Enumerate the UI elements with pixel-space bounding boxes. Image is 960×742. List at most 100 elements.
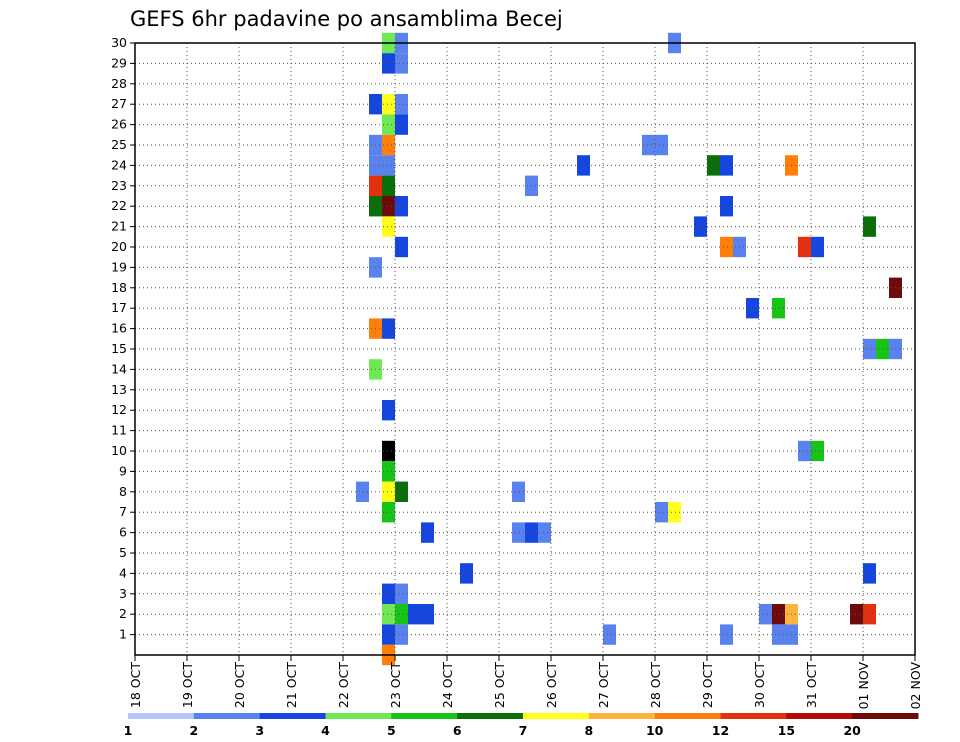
legend-swatch [720, 713, 787, 719]
legend-label: 12 [712, 723, 729, 738]
legend-swatch [193, 713, 261, 719]
heatmap-cell [538, 522, 551, 543]
y-tick-label: 16 [111, 321, 127, 336]
heatmap-cell [395, 94, 408, 115]
heatmap-cell [811, 236, 824, 258]
heatmap-cell [720, 624, 733, 645]
y-tick-label: 21 [111, 219, 127, 234]
legend-swatch [588, 713, 656, 719]
heatmap-cell [382, 196, 395, 217]
y-tick-label: 12 [111, 402, 127, 417]
heatmap-cell [668, 502, 681, 523]
legend-swatch [325, 713, 392, 719]
y-tick-label: 2 [119, 606, 127, 621]
heatmap-cell [850, 604, 863, 625]
legend-swatch [523, 713, 590, 719]
heatmap-cell [382, 440, 395, 462]
heatmap-cell [798, 236, 811, 258]
heatmap-cell [356, 481, 369, 502]
legend-swatch [391, 713, 458, 719]
legend-label: 8 [584, 723, 593, 738]
x-tick-label: 21 OCT [284, 662, 299, 708]
heatmap-cell [382, 318, 395, 339]
x-tick-label: 31 OCT [804, 662, 819, 708]
legend-swatch [786, 713, 853, 719]
y-tick-label: 29 [111, 55, 127, 70]
heatmap-cell [772, 624, 785, 645]
x-tick-label: 28 OCT [648, 662, 663, 708]
legend-swatch [654, 713, 721, 719]
legend-swatch [457, 713, 524, 719]
heatmap-cell [720, 155, 733, 176]
heatmap-cell [382, 461, 395, 482]
heatmap-cell [876, 338, 889, 360]
heatmap-cell [863, 216, 876, 237]
y-tick-label: 17 [111, 300, 127, 315]
heatmap-cell [811, 440, 824, 462]
heatmap-cell [642, 134, 655, 156]
heatmap-cell [694, 216, 707, 237]
heatmap-cell [746, 298, 759, 319]
heatmap-cell [707, 155, 720, 176]
heatmap-cell [382, 624, 395, 645]
heatmap-cell [798, 440, 811, 462]
legend-label: 7 [519, 723, 528, 738]
heatmap-cell [382, 134, 395, 156]
color-legend: 1 2 3 4 5 6 7 8 10 12 15 20 [124, 713, 919, 738]
legend-swatch [259, 713, 326, 719]
x-tick-label: 27 OCT [596, 662, 611, 708]
heatmap-cells [356, 32, 902, 666]
heatmap-cell [382, 175, 395, 196]
y-tick-label: 1 [119, 627, 127, 642]
heatmap-cell [382, 155, 395, 176]
heatmap-cell [460, 563, 473, 584]
y-tick-label: 19 [111, 259, 127, 274]
y-tick-label: 14 [111, 361, 127, 376]
heatmap-cell [603, 624, 616, 645]
heatmap-cell [512, 481, 525, 502]
x-tick-label: 26 OCT [544, 662, 559, 708]
y-tick-label: 5 [119, 545, 127, 560]
heatmap-cell [382, 583, 395, 604]
heatmap-cell [863, 563, 876, 584]
heatmap-cell [382, 400, 395, 421]
heatmap-cell [382, 114, 395, 135]
y-tick-label: 26 [111, 117, 127, 132]
y-tick-label: 24 [111, 157, 127, 172]
y-tick-label: 3 [119, 586, 127, 601]
heatmap-cell [395, 604, 408, 625]
heatmap-cell [382, 481, 395, 502]
y-axis-ticks: 1234567891011121314151617181920212223242… [111, 35, 135, 642]
y-tick-label: 25 [111, 137, 127, 152]
heatmap-cell [395, 583, 408, 604]
y-tick-label: 13 [111, 382, 127, 397]
x-tick-label: 22 OCT [336, 662, 351, 708]
heatmap-cell [772, 604, 785, 625]
legend-label: 6 [453, 723, 462, 738]
heatmap-cell [863, 604, 876, 625]
x-tick-label: 23 OCT [388, 662, 403, 708]
x-tick-label: 19 OCT [180, 662, 195, 708]
y-tick-label: 23 [111, 178, 127, 193]
legend-label: 5 [387, 723, 396, 738]
heatmap-cell [395, 196, 408, 217]
y-tick-label: 8 [119, 484, 127, 499]
heatmap-cell [863, 338, 876, 360]
chart-title: GEFS 6hr padavine po ansamblima Becej [130, 7, 563, 31]
legend-label: 4 [321, 723, 330, 738]
y-tick-label: 22 [111, 198, 127, 213]
heatmap-cell [655, 134, 668, 156]
heatmap-cell [382, 94, 395, 115]
y-tick-label: 15 [111, 341, 127, 356]
heatmap-cell [408, 604, 421, 625]
x-tick-label: 29 OCT [700, 662, 715, 708]
x-tick-label: 24 OCT [440, 662, 455, 708]
y-tick-label: 20 [111, 239, 127, 254]
y-tick-label: 18 [111, 280, 127, 295]
heatmap-cell [395, 53, 408, 74]
y-tick-label: 28 [111, 76, 127, 91]
heatmap-cell [382, 502, 395, 523]
y-tick-label: 4 [119, 565, 127, 580]
x-axis-ticks: 18 OCT 19 OCT 20 OCT 21 OCT 22 OCT 23 OCT 24 O… [128, 655, 923, 709]
legend-label: 1 [124, 723, 133, 738]
